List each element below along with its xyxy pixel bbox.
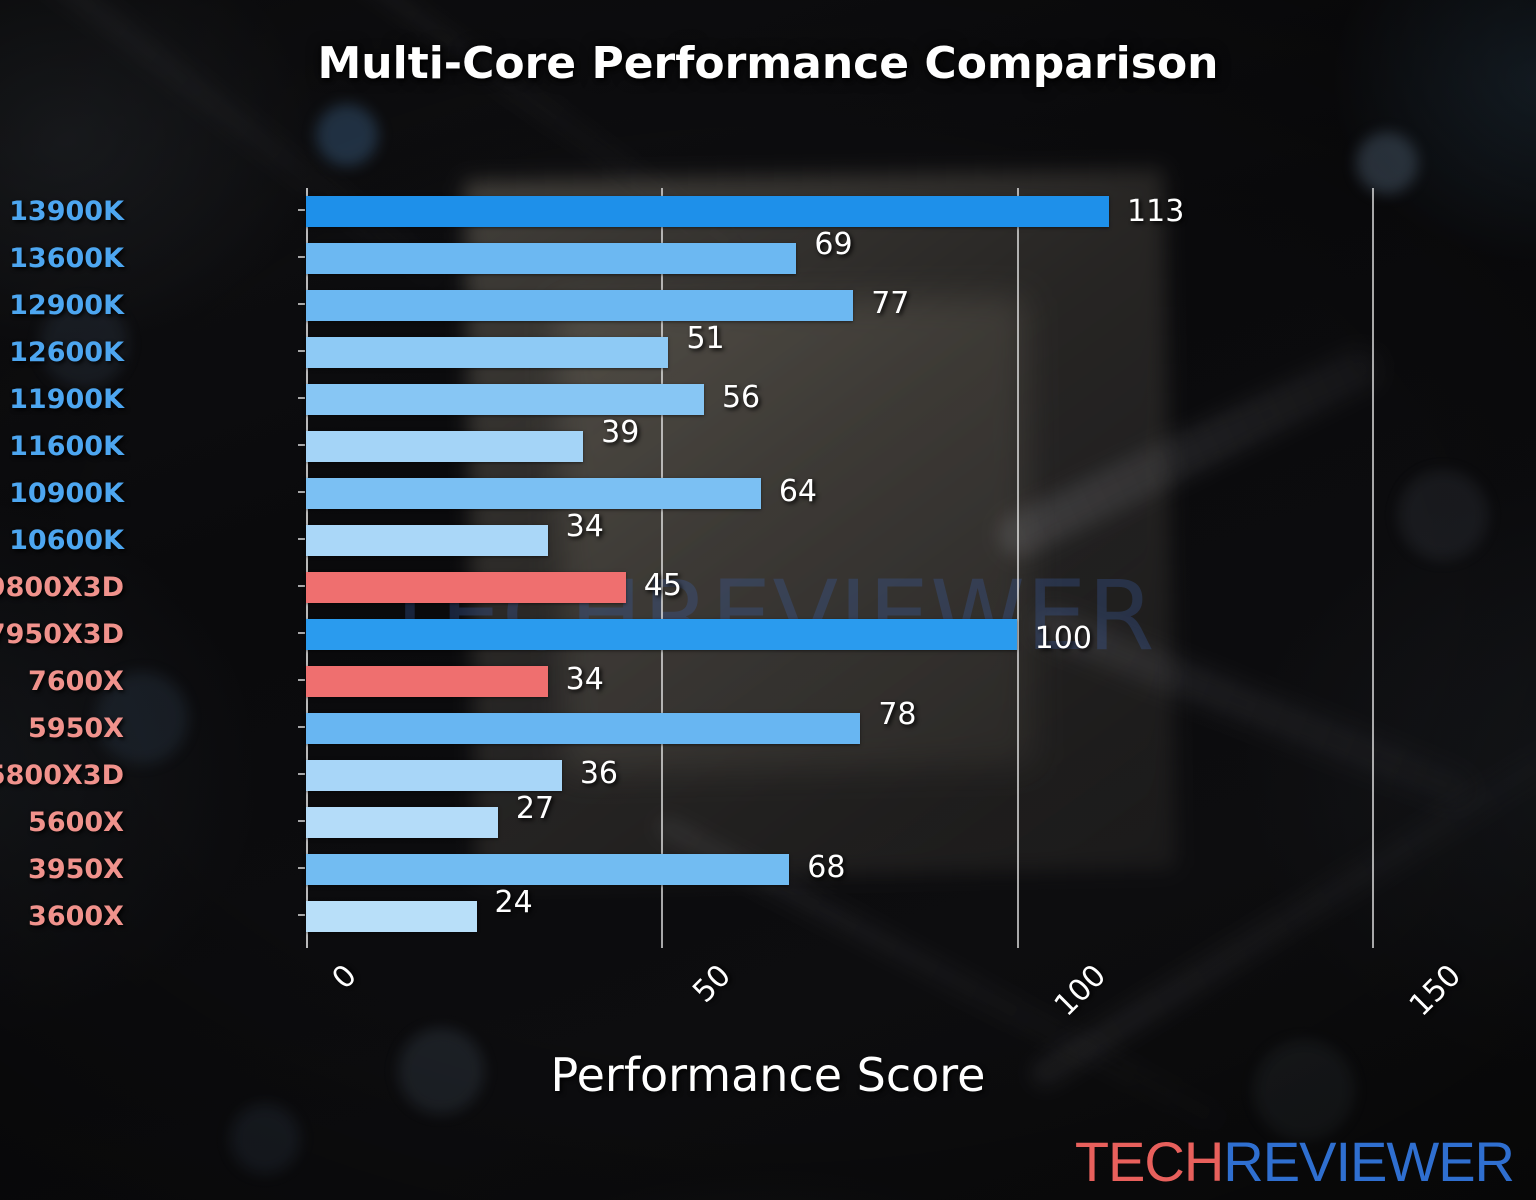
gridline-150 (1372, 188, 1374, 948)
bar-10600K[interactable] (306, 525, 548, 556)
bar-row[interactable]: 12600K 51 (9, 321, 1372, 376)
y-tick-mark (298, 726, 305, 728)
category-label-11600K: 11600K (9, 431, 124, 462)
value-label-10900K: 64 (778, 474, 817, 509)
bar-10900K[interactable] (306, 478, 761, 509)
value-label-13600K: 69 (814, 227, 853, 262)
bar-13900K[interactable] (306, 196, 1110, 227)
bar-5800X3D[interactable] (306, 760, 562, 791)
value-label-12900K: 77 (871, 286, 910, 321)
bar-7950X3D[interactable] (306, 619, 1017, 650)
bar-row[interactable]: 3600X 24 (28, 885, 1372, 940)
category-label-10600K: 10600K (9, 525, 124, 556)
bar-5950X[interactable] (306, 713, 861, 744)
y-tick-mark (298, 538, 305, 540)
value-label-10600K: 34 (565, 509, 604, 544)
bar-13600K[interactable] (306, 243, 797, 274)
category-label-13600K: 13600K (9, 243, 124, 274)
bar-12900K[interactable] (306, 290, 854, 321)
gridline-50 (661, 188, 664, 948)
value-label-11600K: 39 (601, 415, 640, 450)
logo-tech: TECH (1074, 1130, 1224, 1193)
y-tick-mark (298, 491, 305, 493)
y-tick-mark (298, 773, 305, 775)
bar-12600K[interactable] (306, 337, 669, 368)
category-label-5950X: 5950X (28, 713, 124, 744)
x-axis-label: Performance Score (550, 1048, 986, 1102)
value-label-12600K: 51 (686, 321, 725, 356)
value-label-5950X: 78 (878, 697, 917, 732)
y-tick-mark (298, 632, 305, 634)
y-tick-mark (298, 209, 305, 211)
bar-row[interactable]: 5800X3D 36 (0, 752, 1372, 799)
x-tick-label-150: 150 (1402, 958, 1469, 1024)
bar-row[interactable]: 11600K 39 (9, 415, 1372, 470)
bar-row[interactable]: 5600X 27 (28, 791, 1372, 846)
value-label-9800X3D: 45 (643, 568, 682, 603)
bar-row[interactable]: 12900K 77 (9, 282, 1372, 329)
category-label-7950X3D: 7950X3D (0, 619, 124, 650)
category-label-13900K: 13900K (9, 196, 124, 227)
category-label-11900K: 11900K (9, 384, 124, 415)
y-tick-mark (298, 397, 305, 399)
bar-row[interactable]: 9800X3D 45 (0, 564, 1372, 611)
y-tick-mark (298, 256, 305, 258)
value-label-5800X3D: 36 (579, 756, 619, 791)
y-tick-mark (298, 303, 305, 305)
category-label-7600X: 7600X (28, 666, 124, 697)
bar-row[interactable]: 10900K 64 (9, 470, 1372, 517)
bar-11900K[interactable] (306, 384, 704, 415)
category-label-12900K: 12900K (9, 290, 124, 321)
bar-row[interactable]: 5950X 78 (28, 697, 1372, 752)
y-tick-mark (298, 914, 305, 916)
category-label-5800X3D: 5800X3D (0, 760, 124, 791)
x-tick-label-0: 0 (325, 958, 364, 997)
value-label-7950X3D: 100 (1034, 621, 1092, 656)
bar-row[interactable]: 3950X 68 (28, 846, 1372, 893)
bar-row[interactable]: 13900K 113 (9, 188, 1372, 235)
y-tick-mark (298, 350, 305, 352)
y-tick-mark (298, 444, 305, 446)
category-label-5600X: 5600X (28, 807, 124, 838)
bar-11600K[interactable] (306, 431, 584, 462)
y-tick-mark (298, 679, 305, 681)
value-label-5600X: 27 (515, 791, 555, 826)
bar-row[interactable]: 7600X 34 (28, 658, 1372, 705)
y-tick-mark (298, 820, 305, 822)
category-label-10900K: 10900K (9, 478, 124, 509)
bar-5600X[interactable] (306, 807, 498, 838)
y-tick-mark (298, 585, 305, 587)
x-tick-label-50: 50 (686, 958, 739, 1010)
plot-area: 13900K 113 13600K 69 12900K 77 12600K 51 11900K 5… (0, 188, 1374, 948)
x-tick-label-100: 100 (1047, 958, 1113, 1024)
y-axis-spine (306, 188, 308, 948)
techreviewer-logo: TECHREVIEWER (1074, 1129, 1515, 1194)
gridline-100 (1016, 188, 1019, 948)
bar-row[interactable]: 7950X3D 100 (0, 611, 1372, 658)
y-tick-mark (298, 867, 305, 869)
value-label-3600X: 24 (494, 885, 533, 920)
bar-3600X[interactable] (306, 901, 477, 932)
bar-9800X3D[interactable] (306, 572, 626, 603)
bar-row[interactable]: 11900K 56 (9, 376, 1372, 423)
value-label-7600X: 34 (565, 662, 604, 697)
value-label-13900K: 113 (1127, 194, 1185, 229)
bar-row[interactable]: 13600K 69 (9, 227, 1372, 282)
bar-row[interactable]: 10600K 34 (9, 509, 1372, 564)
value-label-11900K: 56 (721, 380, 761, 415)
category-label-9800X3D: 9800X3D (0, 572, 124, 603)
category-label-3600X: 3600X (28, 901, 124, 932)
category-label-3950X: 3950X (28, 854, 124, 885)
chart-title: Multi-Core Performance Comparison (317, 38, 1219, 89)
logo-reviewer: REVIEWER (1223, 1130, 1515, 1193)
category-label-12600K: 12600K (9, 337, 124, 368)
bar-3950X[interactable] (306, 854, 790, 885)
bar-7600X[interactable] (306, 666, 548, 697)
value-label-3950X: 68 (807, 850, 846, 885)
